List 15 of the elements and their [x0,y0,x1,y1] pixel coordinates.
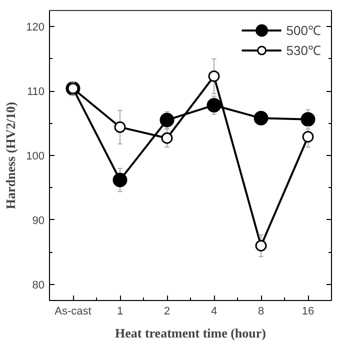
x-tick-label: 4 [210,306,218,318]
y-tick-label: 120 [26,22,45,34]
x-tick-label: 8 [258,306,264,318]
y-tick-label: 110 [26,86,45,98]
x-tick-label: 2 [164,306,170,318]
x-tick-label: As-cast [54,306,92,318]
y-tick-label: 100 [26,150,45,162]
legend-label: 530℃ [286,42,321,59]
y-axis-title: Hardness (HV2/10) [3,102,18,210]
x-tick-label: 16 [302,306,314,318]
y-tick-label: 80 [32,279,45,292]
legend-label: 500℃ [286,22,321,39]
x-axis-title: Heat treatment time (hour) [114,326,266,340]
x-tick-label: 1 [116,306,124,318]
y-tick-label: 90 [32,214,45,227]
